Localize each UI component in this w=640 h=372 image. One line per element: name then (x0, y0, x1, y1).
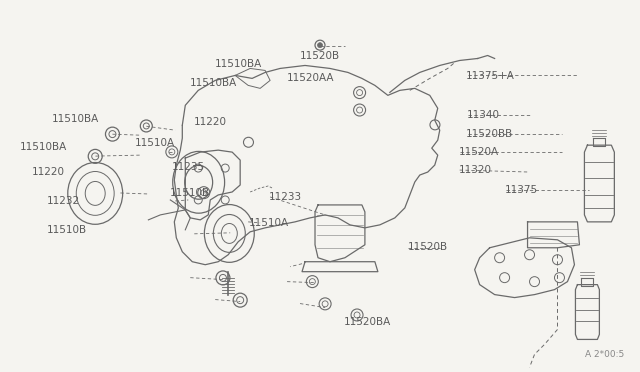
Text: 11520AA: 11520AA (287, 73, 334, 83)
Text: 11235: 11235 (172, 162, 205, 172)
Text: 11320: 11320 (460, 166, 492, 176)
Text: 11220: 11220 (193, 117, 227, 127)
Text: 11520A: 11520A (460, 147, 499, 157)
Text: 11233: 11233 (269, 192, 302, 202)
Text: 11510B: 11510B (47, 225, 87, 235)
Text: 11510B: 11510B (170, 187, 210, 198)
Text: 11520BA: 11520BA (344, 317, 392, 327)
Text: 11375: 11375 (505, 186, 538, 195)
Text: 11510BA: 11510BA (52, 113, 99, 124)
Text: A 2*00:5: A 2*00:5 (585, 350, 625, 359)
Text: 11510A: 11510A (135, 138, 175, 148)
Text: 11510BA: 11510BA (20, 142, 67, 152)
Text: 11510A: 11510A (248, 218, 289, 228)
Text: 11520B: 11520B (300, 51, 340, 61)
Text: 11340: 11340 (467, 110, 500, 120)
Text: 11220: 11220 (31, 167, 65, 177)
Text: 11520BB: 11520BB (466, 129, 513, 139)
Text: 11510BA: 11510BA (214, 60, 262, 70)
Text: 11510BA: 11510BA (189, 78, 237, 88)
Text: 11520B: 11520B (408, 242, 448, 252)
Text: 11232: 11232 (47, 196, 80, 206)
Text: 11375+A: 11375+A (466, 71, 515, 81)
Circle shape (317, 43, 323, 48)
